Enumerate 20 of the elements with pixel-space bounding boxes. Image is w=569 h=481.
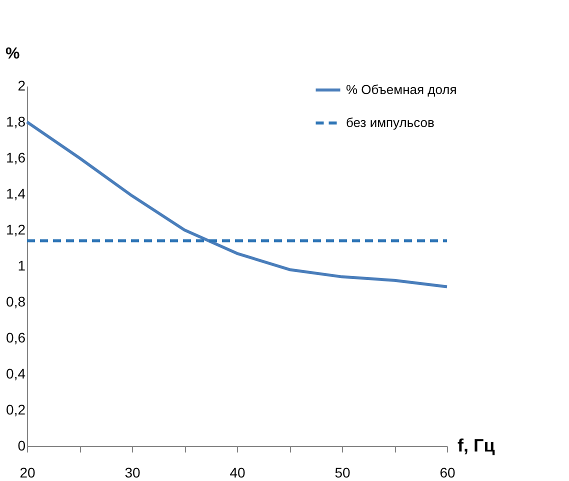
x-tick-label: 30 [124, 464, 140, 480]
y-tick-label: 1 [18, 258, 26, 274]
y-tick-label: 2 [18, 78, 26, 94]
y-tick-label: 0 [18, 438, 26, 454]
y-tick-label: 0,4 [6, 366, 26, 382]
x-axis-title: f, Гц [458, 436, 495, 456]
y-tick-label: 1,6 [6, 150, 26, 166]
y-tick-label: 1,8 [6, 114, 26, 130]
y-axis-title: % [6, 46, 20, 62]
x-tick-label: 60 [440, 464, 456, 480]
x-tick-label: 50 [334, 464, 350, 480]
y-tick-label: 1,2 [6, 222, 26, 238]
x-tick-label: 20 [20, 464, 36, 480]
y-tick-label: 0,6 [6, 330, 26, 346]
legend-label: без импульсов [346, 115, 435, 130]
y-tick-label: 1,4 [6, 186, 26, 202]
y-tick-label: 0,2 [6, 402, 26, 418]
y-tick-label: 0,8 [6, 294, 26, 310]
legend-label: % Объемная доля [346, 82, 457, 97]
x-tick-label: 40 [230, 464, 246, 480]
